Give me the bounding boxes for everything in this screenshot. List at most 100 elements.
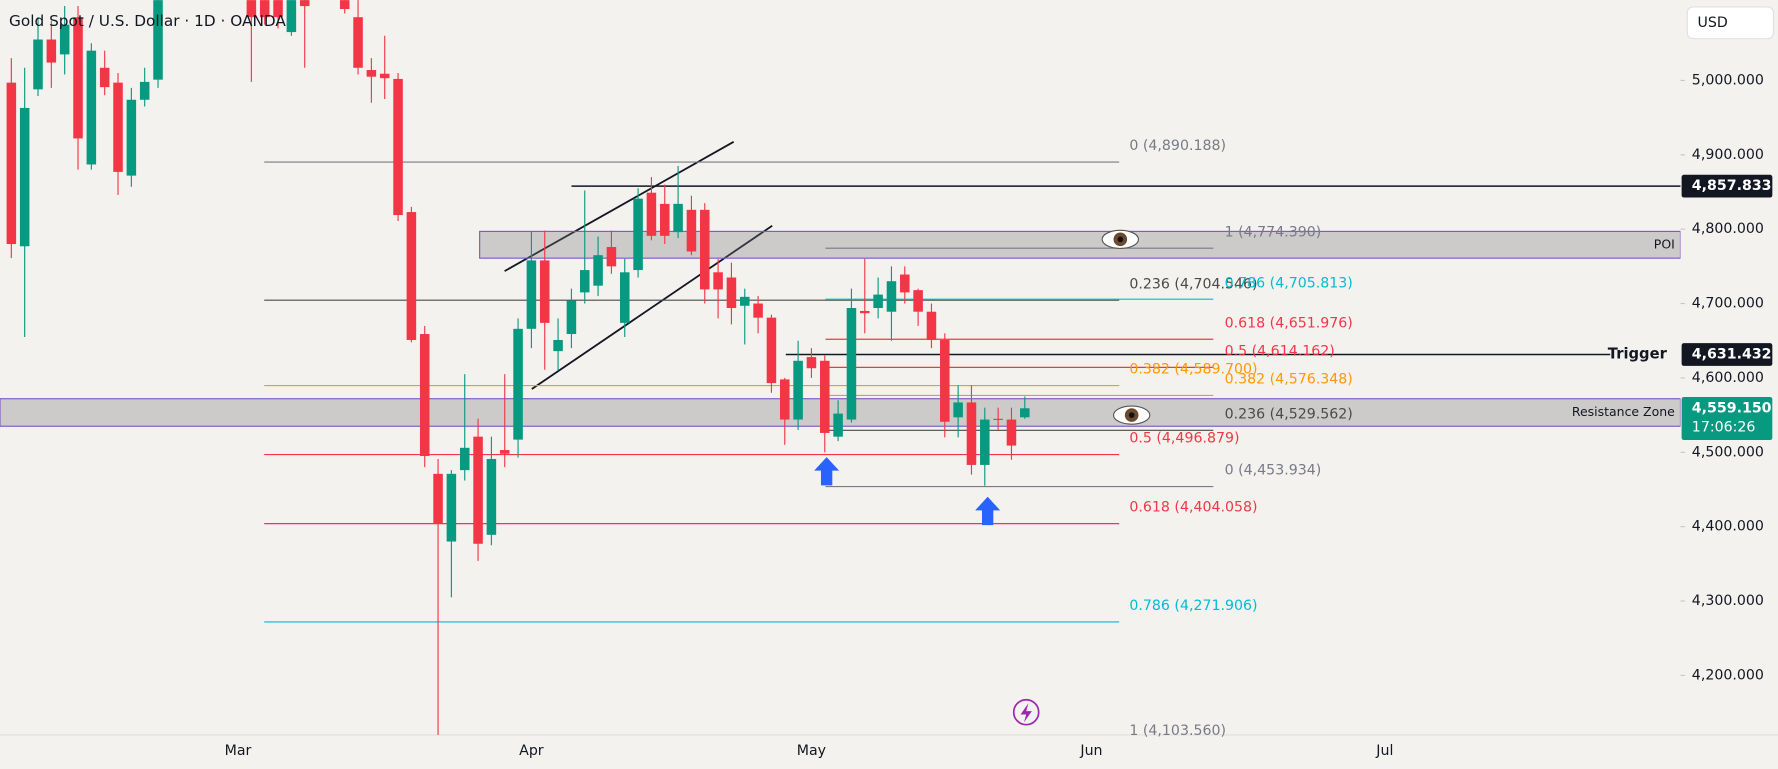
price-line-label: Trigger: [1608, 346, 1668, 363]
candle-body: [259, 0, 270, 18]
fib-level-label: 0.786 (4,271.906): [1129, 598, 1257, 614]
candle-body: [59, 24, 70, 55]
candle-body: [513, 328, 523, 440]
candle-body: [113, 82, 123, 172]
candle-body: [286, 0, 297, 33]
lightning-icon[interactable]: [1012, 698, 1040, 726]
candle-body: [33, 39, 43, 90]
candle-body: [940, 339, 950, 422]
y-tick-label: 4,300.000: [1692, 593, 1764, 609]
chart-title: Gold Spot / U.S. Dollar · 1D · OANDA: [9, 12, 286, 30]
x-tick-label: May: [797, 743, 826, 759]
candle-body: [833, 413, 843, 437]
candle-body: [873, 294, 883, 308]
candle-body: [593, 255, 603, 286]
fib-level-label: 0.5 (4,614.162): [1225, 343, 1335, 359]
fib-level-label: 0.382 (4,589.700): [1129, 362, 1257, 378]
candle-body: [446, 473, 457, 542]
candle-body: [993, 418, 1003, 420]
fib-level-label: 0.618 (4,651.976): [1225, 315, 1353, 331]
y-tick-label: 4,900.000: [1692, 147, 1764, 163]
x-tick-label: Apr: [519, 743, 544, 759]
channel-line: [531, 224, 773, 390]
y-tick-label: 4,600.000: [1692, 370, 1764, 386]
candle-body: [459, 447, 470, 471]
fib-level-label: 0.786 (4,705.813): [1225, 275, 1353, 291]
y-tick-label: 4,200.000: [1692, 667, 1764, 683]
candle-body: [419, 334, 430, 456]
candle-body: [860, 310, 870, 314]
candle-body: [566, 300, 577, 335]
y-tick-label: 4,400.000: [1692, 519, 1764, 535]
candle-body: [379, 73, 390, 79]
candle-body: [913, 290, 923, 312]
candle-body: [820, 360, 830, 433]
candle-body: [273, 0, 283, 18]
candle-body: [139, 81, 150, 100]
countdown-label: 17:06:26: [1692, 420, 1756, 436]
price-tag-label: 4,631.432: [1692, 347, 1772, 363]
candle-body: [886, 281, 897, 312]
candle-body: [1020, 408, 1030, 418]
candle-body: [246, 0, 257, 18]
candle-body: [793, 360, 803, 420]
candle-body: [980, 419, 990, 465]
candle-body: [579, 270, 590, 293]
candle-body: [553, 339, 563, 352]
price-tag: [1681, 343, 1773, 366]
candle-body: [726, 277, 737, 308]
channel-line: [504, 141, 735, 272]
arrow-up: [814, 457, 1001, 526]
candle-body: [86, 50, 97, 165]
candle-body: [926, 311, 937, 340]
candle-body: [780, 379, 790, 420]
y-tick-label: 5,000.000: [1692, 72, 1764, 88]
candle-body: [673, 203, 683, 233]
candle-body: [633, 198, 643, 271]
currency-label[interactable]: USD: [1697, 15, 1727, 31]
candle-body: [126, 99, 137, 176]
candle-body: [966, 402, 977, 465]
x-tick-label: Jun: [1079, 743, 1102, 759]
candle-body: [499, 450, 510, 454]
candle-body: [153, 0, 163, 80]
candle-body: [433, 473, 443, 524]
last-price-label: 4,559.150: [1692, 400, 1772, 416]
fib-level-label: 0.236 (4,704.546): [1129, 276, 1257, 292]
candle-body: [353, 17, 363, 68]
candle-body: [19, 107, 30, 247]
candle-body: [699, 209, 710, 290]
x-tick-label: Jul: [1375, 743, 1393, 759]
y-tick-label: 4,500.000: [1692, 444, 1764, 460]
candle-body: [339, 0, 350, 10]
candle-body: [486, 458, 497, 535]
fib-level-label: 0.236 (4,529.562): [1225, 406, 1353, 422]
candle-body: [766, 317, 777, 384]
candle-body: [73, 17, 83, 139]
candle-body: [740, 296, 750, 306]
candle-body: [846, 307, 857, 420]
candle-body: [393, 78, 403, 216]
candle-body: [900, 274, 910, 293]
fib-level-label: 1 (4,103.560): [1129, 723, 1226, 739]
y-tick-label: 4,800.000: [1692, 221, 1764, 237]
fib-level-label: 0.618 (4,404.058): [1129, 500, 1257, 516]
candle-body: [806, 357, 817, 369]
candle-body: [6, 82, 17, 245]
fib-level-label: 0.382 (4,576.348): [1225, 372, 1353, 388]
candle-body: [46, 39, 57, 63]
candle-body: [659, 203, 670, 236]
eye-icon: [1101, 229, 1151, 425]
plot-area: [0, 0, 1681, 735]
candle-body: [299, 0, 310, 7]
currency-button[interactable]: [1686, 6, 1775, 40]
candle-body: [646, 192, 657, 236]
fib-level-label: 0 (4,890.188): [1129, 138, 1226, 154]
candle-body: [406, 212, 417, 340]
candle-body: [953, 402, 963, 418]
candle-body: [606, 247, 617, 267]
candle-body: [473, 436, 483, 544]
price-tag-label: 4,857.833: [1692, 178, 1772, 194]
